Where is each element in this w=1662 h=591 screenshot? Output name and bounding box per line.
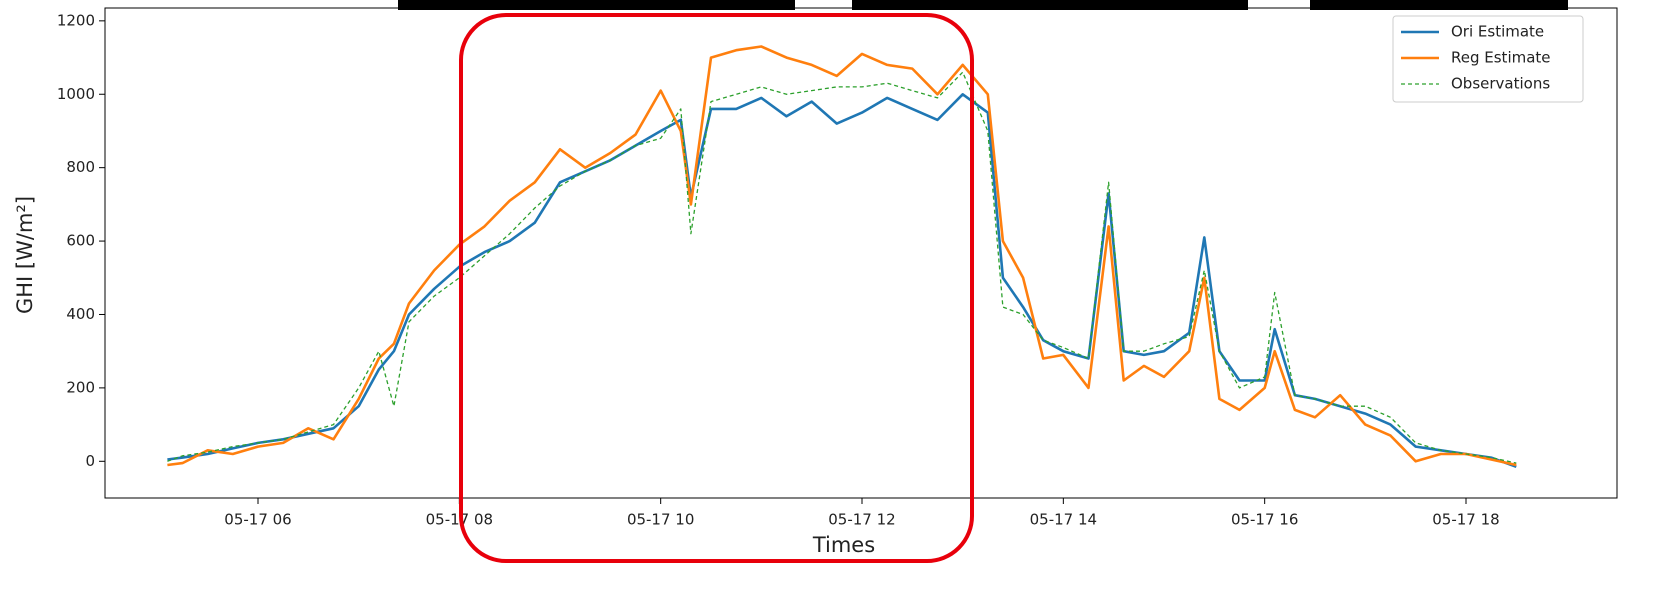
x-tick-label: 05-17 10 (627, 511, 694, 529)
y-tick-label: 1200 (57, 11, 95, 29)
y-axis-title: GHI [W/m²] (13, 196, 37, 314)
legend-label: Observations (1451, 75, 1550, 93)
x-tick-label: 05-17 06 (224, 511, 291, 529)
series-line (167, 71, 1517, 464)
cropped-image (398, 0, 795, 10)
legend-label: Ori Estimate (1451, 23, 1544, 41)
axes-frame (104, 7, 1618, 499)
x-tick-label: 05-17 16 (1231, 511, 1298, 529)
x-tick-label: 05-17 14 (1030, 511, 1097, 529)
series-line (167, 45, 1517, 467)
x-axis-title: Times (812, 533, 875, 557)
y-tick-label: 200 (66, 378, 95, 396)
legend-box (1392, 15, 1584, 103)
y-tick-label: 0 (85, 452, 95, 470)
y-tick-label: 800 (66, 158, 95, 176)
series-line (167, 93, 1517, 469)
cropped-image (852, 0, 1248, 10)
y-tick-label: 1000 (57, 85, 95, 103)
x-tick-label: 05-17 12 (828, 511, 895, 529)
highlight-box (459, 13, 974, 563)
legend-label: Reg Estimate (1451, 49, 1551, 67)
y-tick-label: 600 (66, 232, 95, 250)
x-tick-label: 05-17 18 (1432, 511, 1499, 529)
cropped-image (1310, 0, 1568, 10)
y-tick-label: 400 (66, 305, 95, 323)
